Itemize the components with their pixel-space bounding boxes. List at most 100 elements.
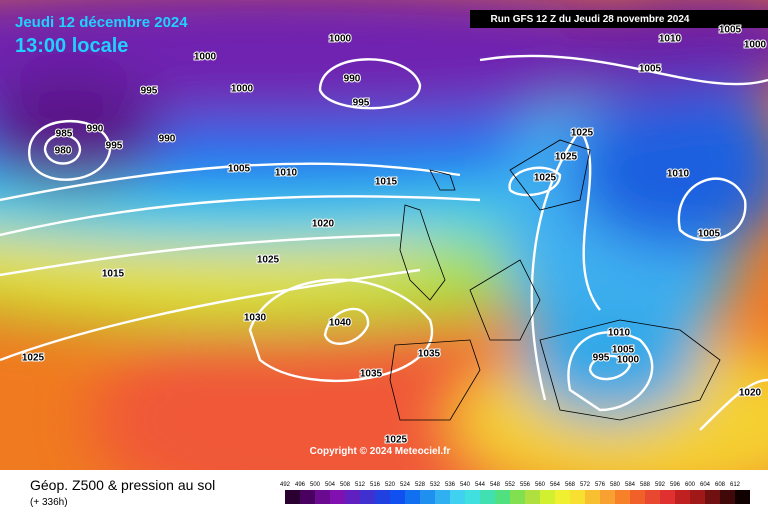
map-date: Jeudi 12 décembre 2024 <box>15 14 188 31</box>
legend-swatch <box>285 490 300 504</box>
isobar-label: 995 <box>106 141 123 152</box>
run-banner <box>470 10 768 28</box>
legend-label: 528 <box>415 482 426 488</box>
legend-label: 500 <box>310 482 321 488</box>
footer-title: Géop. Z500 & pression au sol <box>30 477 215 493</box>
legend-label: 576 <box>595 482 606 488</box>
legend-swatch <box>585 490 600 504</box>
isobar-label: 1010 <box>667 169 690 180</box>
legend-label: 540 <box>460 482 471 488</box>
legend-label: 580 <box>610 482 621 488</box>
legend-label: 496 <box>295 482 306 488</box>
isobar-label: 1040 <box>329 318 352 329</box>
copyright: Copyright © 2024 Meteociel.fr <box>310 446 451 457</box>
legend-label: 508 <box>340 482 351 488</box>
isobar-label: 1015 <box>102 269 125 280</box>
isobar-label: 1035 <box>418 349 441 360</box>
legend-swatch <box>495 490 510 504</box>
legend-swatch <box>555 490 570 504</box>
isobar-label: 1025 <box>22 353 45 364</box>
legend-swatch <box>720 490 735 504</box>
isobar-label: 1005 <box>639 64 662 75</box>
legend-swatch <box>570 490 585 504</box>
legend-swatch <box>435 490 450 504</box>
isobar-label: 1020 <box>739 388 762 399</box>
isobar-label: 1035 <box>360 369 383 380</box>
legend-swatch <box>360 490 375 504</box>
legend-swatch <box>375 490 390 504</box>
legend-label: 612 <box>730 482 741 488</box>
legend-swatch <box>345 490 360 504</box>
legend-swatch <box>645 490 660 504</box>
coastlines <box>389 139 721 421</box>
isobar-label: 990 <box>344 74 361 85</box>
isobar-label: 985 <box>56 129 73 140</box>
legend-swatch <box>675 490 690 504</box>
legend-label: 592 <box>655 482 666 488</box>
legend-label: 584 <box>625 482 636 488</box>
isobar-label: 995 <box>141 86 158 97</box>
isobar-label: 1000 <box>617 355 640 366</box>
isobar-label: 1000 <box>329 34 352 45</box>
legend-label: 596 <box>670 482 681 488</box>
isobar-label: 990 <box>87 124 104 135</box>
legend-swatch <box>630 490 645 504</box>
isobar-label: 1025 <box>534 173 557 184</box>
isobar-label: 1020 <box>312 219 335 230</box>
legend-swatch <box>420 490 435 504</box>
legend-label: 520 <box>385 482 396 488</box>
legend-swatch <box>660 490 675 504</box>
legend-swatch <box>600 490 615 504</box>
legend-label: 556 <box>520 482 531 488</box>
legend-swatch <box>465 490 480 504</box>
legend-label: 524 <box>400 482 411 488</box>
legend-swatch <box>450 490 465 504</box>
legend-swatch <box>540 490 555 504</box>
legend-swatch <box>690 490 705 504</box>
isobar-label: 1025 <box>571 128 594 139</box>
legend-label: 516 <box>370 482 381 488</box>
isobar-label: 1015 <box>375 177 398 188</box>
legend-label: 512 <box>355 482 366 488</box>
legend-swatch <box>315 490 330 504</box>
legend-swatch <box>405 490 420 504</box>
legend-label: 588 <box>640 482 651 488</box>
legend-label: 568 <box>565 482 576 488</box>
legend-label: 492 <box>280 482 291 488</box>
legend-label: 548 <box>490 482 501 488</box>
isobar-label: 1025 <box>257 255 280 266</box>
run-info: Run GFS 12 Z du Jeudi 28 novembre 2024 <box>491 14 690 25</box>
isobar-label: 1000 <box>744 40 767 51</box>
isobar-label: 1030 <box>244 313 267 324</box>
isobar-label: 1005 <box>228 164 251 175</box>
map-time: 13:00 locale <box>15 35 128 57</box>
isobar-label: 1025 <box>385 435 408 446</box>
isobar-label: 995 <box>593 353 610 364</box>
isobar-label: 1005 <box>719 25 742 36</box>
legend-swatch <box>705 490 720 504</box>
legend-swatch <box>525 490 540 504</box>
legend-label: 552 <box>505 482 516 488</box>
isobar-label: 1005 <box>698 229 721 240</box>
isobar-label: 1000 <box>194 52 217 63</box>
legend-label: 536 <box>445 482 456 488</box>
isobar-label: 1010 <box>275 168 298 179</box>
isobar-label: 1010 <box>608 328 631 339</box>
legend-swatch <box>510 490 525 504</box>
legend-label: 600 <box>685 482 696 488</box>
legend-label: 608 <box>715 482 726 488</box>
isobar-label: 1025 <box>555 152 578 163</box>
legend-swatch <box>480 490 495 504</box>
isobar-label: 980 <box>55 146 72 157</box>
legend-label: 532 <box>430 482 441 488</box>
legend-swatch <box>615 490 630 504</box>
isobar-label: 1010 <box>659 34 682 45</box>
legend-label: 544 <box>475 482 486 488</box>
legend-label: 564 <box>550 482 561 488</box>
isobar-label: 990 <box>159 134 176 145</box>
footer-lead: (+ 336h) <box>30 497 68 508</box>
legend-label: 504 <box>325 482 336 488</box>
legend-swatch <box>390 490 405 504</box>
isobars <box>0 54 768 431</box>
